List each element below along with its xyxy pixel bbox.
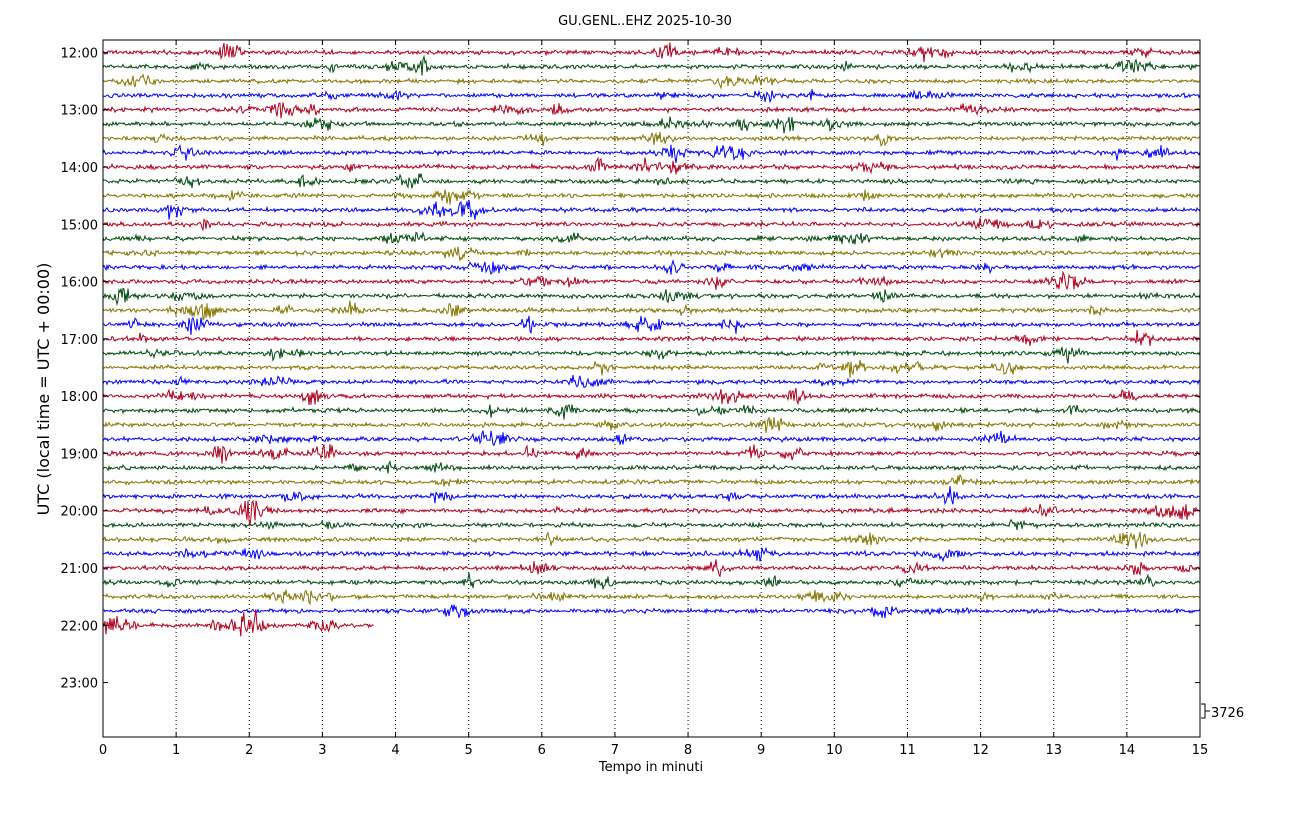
- y-tick-label: 23:00: [61, 677, 98, 692]
- chart-title: GU.GENL..EHZ 2025-10-30: [558, 14, 732, 29]
- y-tick-label: 12:00: [61, 46, 98, 61]
- scale-bracket: [1201, 703, 1210, 719]
- y-tick-label: 21:00: [61, 562, 98, 577]
- x-tick-label: 14: [1119, 743, 1136, 758]
- x-tick-label: 4: [391, 743, 399, 758]
- trace-line: [102, 259, 1201, 275]
- trace-line: [102, 375, 1201, 389]
- x-tick-label: 1: [172, 743, 180, 758]
- trace-line: [102, 416, 1201, 433]
- trace-line: [102, 231, 1200, 245]
- trace-line: [102, 499, 1201, 527]
- x-tick-label: 3: [318, 743, 326, 758]
- scale-label: 3726: [1211, 706, 1244, 721]
- x-axis-label: Tempo in minuti: [598, 760, 703, 775]
- y-tick-label: 20:00: [61, 505, 98, 520]
- trace-line: [102, 73, 1201, 90]
- y-tick-label: 19:00: [61, 447, 98, 462]
- trace-line: [102, 88, 1201, 104]
- trace-line: [102, 486, 1201, 506]
- y-tick-label: 14:00: [61, 161, 98, 176]
- trace-line: [102, 217, 1201, 232]
- x-tick-label: 12: [972, 743, 989, 758]
- trace-line: [102, 329, 1201, 347]
- trace-line: [102, 102, 1201, 119]
- x-axis: 0 1 2 3 4 5 6 7 8 9 10 11 12 13 14 15: [99, 40, 1208, 758]
- x-tick-label: 6: [538, 743, 546, 758]
- trace-line: [102, 572, 1201, 590]
- x-tick-label: 0: [99, 743, 107, 758]
- y-tick-label: 15:00: [61, 218, 98, 233]
- trace-line: [102, 287, 1201, 306]
- trace-line: [102, 531, 1201, 549]
- trace-line: [102, 116, 1201, 134]
- plot-frame: [102, 39, 1201, 738]
- trace-line: [102, 54, 1201, 76]
- y-tick-label: 17:00: [61, 333, 98, 348]
- y-axis: 12:00 13:00 14:00 15:00 16:00 17:00 18:00 19:00…: [61, 46, 1200, 692]
- trace-line: [102, 173, 1201, 190]
- trace-line: [102, 188, 1201, 205]
- trace-line: [102, 430, 1201, 447]
- trace-line: [102, 518, 1201, 531]
- trace-line: [102, 315, 1201, 335]
- trace-line: [102, 546, 1201, 563]
- trace-line: [102, 246, 1201, 263]
- trace-line: [102, 156, 1201, 175]
- trace-line: [102, 460, 1201, 474]
- x-tick-label: 8: [684, 743, 692, 758]
- trace-line: [102, 443, 1201, 464]
- trace-line: [102, 270, 1201, 291]
- x-tick-label: 2: [245, 743, 253, 758]
- x-tick-label: 13: [1045, 743, 1062, 758]
- trace-line: [102, 359, 1201, 378]
- y-tick-label: 22:00: [61, 619, 98, 634]
- y-tick-label: 16:00: [61, 276, 98, 291]
- x-tick-label: 11: [899, 743, 916, 758]
- grid-lines: [175, 40, 1128, 737]
- trace-line: [102, 473, 1201, 488]
- x-tick-label: 10: [826, 743, 843, 758]
- trace-line: [102, 300, 1201, 322]
- scale-bar: 3726: [1201, 703, 1244, 721]
- trace-line: [102, 559, 1201, 578]
- x-tick-label: 9: [757, 743, 765, 758]
- trace-line: [102, 346, 1201, 364]
- trace-line: [102, 604, 1201, 618]
- trace-line: [102, 199, 1201, 220]
- trace-line: [102, 143, 1201, 163]
- trace-line: [102, 589, 1201, 606]
- trace-line: [102, 42, 1201, 63]
- y-tick-label: 13:00: [61, 104, 98, 119]
- trace-line: [102, 387, 1201, 406]
- trace-line: [102, 609, 374, 637]
- x-tick-label: 15: [1192, 743, 1209, 758]
- y-axis-label: UTC (local time = UTC + 00:00): [34, 263, 53, 516]
- trace-line: [102, 131, 1201, 147]
- traces: [102, 42, 1201, 637]
- y-tick-label: 18:00: [61, 390, 98, 405]
- trace-line: [102, 404, 1201, 420]
- x-tick-label: 7: [611, 743, 619, 758]
- x-tick-label: 5: [465, 743, 473, 758]
